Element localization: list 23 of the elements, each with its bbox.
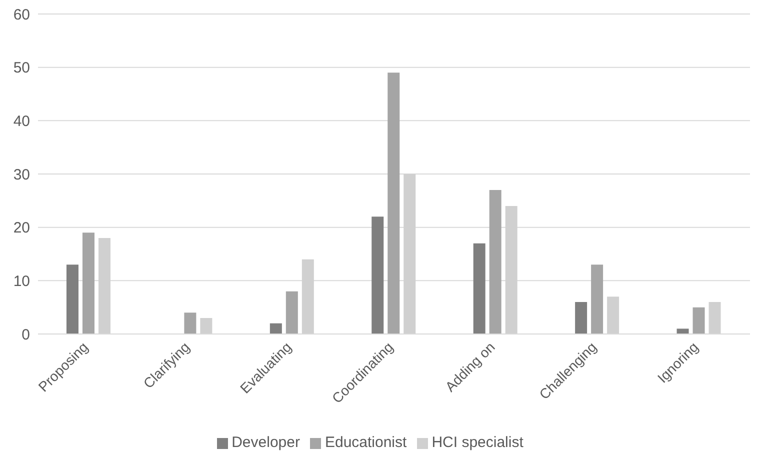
legend-label: HCI specialist [432,434,524,451]
bar [82,232,94,334]
bar [184,312,196,334]
bar [388,72,400,334]
bar [692,307,705,334]
bar [473,243,486,334]
bar [286,291,298,334]
bar [270,323,282,334]
y-tick-label: 50 [13,60,30,77]
bar [372,216,384,334]
y-tick-label: 60 [13,6,30,24]
bar [676,328,689,334]
y-tick-label: 20 [13,220,30,237]
bar [591,264,604,334]
y-tick-label: 40 [13,112,30,130]
y-tick-label: 10 [13,272,30,290]
y-tick-label: 30 [13,166,30,184]
bar [66,264,78,334]
y-tick-label: 0 [22,326,30,344]
bar [489,190,502,334]
bar [575,302,588,334]
legend-label: Developer [232,434,300,451]
legend-label: Educationist [324,434,407,451]
